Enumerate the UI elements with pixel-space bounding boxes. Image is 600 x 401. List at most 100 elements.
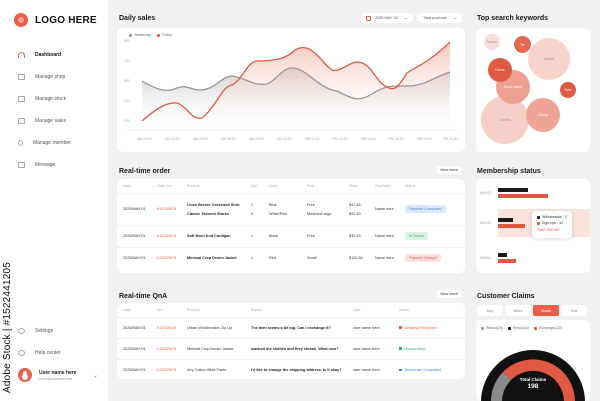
keyword-bubble[interactable]: t-shirts — [481, 96, 529, 144]
keyword-bubble[interactable]: Dress — [488, 58, 512, 82]
sidebar-item-manage-stock[interactable]: Manage stock — [18, 88, 71, 110]
keyword-bubble[interactable]: Tie — [514, 36, 531, 53]
legend-marker-icon — [507, 326, 511, 330]
signups-bar[interactable] — [498, 224, 525, 228]
sidebar-item-label: Manage stock — [35, 96, 67, 102]
column-header[interactable]: Color — [269, 183, 278, 188]
qna-user: user name here — [347, 316, 393, 338]
x-tick: PM 18:00 — [389, 137, 404, 141]
column-header[interactable]: No. — [157, 307, 163, 312]
signups-bar[interactable] — [498, 259, 516, 263]
tab-day[interactable]: Day — [477, 305, 503, 316]
qna-inquiry[interactable]: The item seems a bit big. Can I exchange… — [245, 316, 347, 338]
legend-today: Today — [156, 33, 172, 37]
qna-status: Responding — [393, 337, 465, 359]
sidebar-item-dashboard[interactable]: Dashboard — [18, 44, 71, 66]
table-row[interactable]: 2025/MAY/01 #12345678 Linen Breeze Overs… — [117, 192, 465, 225]
column-header[interactable]: Price — [349, 183, 358, 188]
column-header[interactable]: Status — [405, 183, 416, 188]
withdrawals-bar[interactable] — [498, 188, 528, 192]
withdrawals-bar[interactable] — [498, 218, 513, 222]
tab-month[interactable]: Month — [533, 305, 559, 316]
sidebar-item-label: Manage shop — [35, 74, 66, 80]
metric-filter-dropdown[interactable]: Total products ⌄ — [418, 13, 462, 23]
legend-marker-icon — [129, 33, 132, 37]
date-filter-value: 2025 MAY 25 — [375, 16, 398, 20]
tab-year[interactable]: Year — [561, 305, 587, 316]
order-price: $120.50 — [343, 246, 369, 269]
table-row[interactable]: 2025/MAY/01 #12345678 Minimal Crop Denim… — [117, 246, 465, 269]
qna-view-more-button[interactable]: View more — [436, 290, 462, 298]
legend-marker-icon — [537, 221, 540, 225]
legend-marker-icon — [481, 326, 484, 330]
tab-week[interactable]: Week — [505, 305, 531, 316]
order-number[interactable]: #12345678 — [151, 224, 181, 247]
keyword-bubble[interactable]: Jacket — [528, 38, 570, 80]
signups-bar[interactable] — [498, 194, 548, 198]
x-tick: AM 00:00 — [137, 137, 152, 141]
sidebar-item-help-center[interactable]: Help center — [18, 342, 61, 364]
column-header[interactable]: Product — [187, 307, 200, 312]
claims-gauge-card: Refund(2k) Return(1k) Exchange(130) Tota… — [476, 320, 590, 401]
table-row[interactable]: 2025/MAY/01 #12345678 Soft Wool Knit Car… — [117, 224, 465, 247]
order-number[interactable]: #12345678 — [151, 246, 181, 269]
order-color: Black — [263, 224, 301, 247]
column-header[interactable]: Product — [187, 183, 200, 188]
member-icon — [18, 140, 23, 146]
x-tick: AM 10:00 — [277, 137, 292, 141]
table-row[interactable]: 2025/MAY/01 #12345678 Airy Cotton Wide P… — [117, 358, 465, 379]
claims-period-tabs: Day Week Month Year — [477, 305, 587, 316]
qna-inquiry[interactable]: I'd like to change the shipping address.… — [245, 358, 347, 379]
date-filter-dropdown[interactable]: 2025 MAY 25 ⌄ — [361, 13, 413, 23]
order-size: Free Medium/Large — [301, 192, 343, 225]
status-dot-icon — [399, 347, 402, 350]
legend-refund: Refund(2k) — [481, 326, 503, 330]
chevron-down-icon[interactable]: ⌄ — [92, 372, 98, 379]
order-number[interactable]: #12345678 — [151, 192, 181, 225]
user-name: User name here — [39, 369, 77, 376]
sidebar-item-manage-sales[interactable]: Manage sales — [18, 110, 71, 132]
qna-number[interactable]: #12345678 — [151, 337, 181, 359]
order-status: In Transit — [399, 224, 465, 247]
qna-table: Date No. Product Inquiry User Status 202… — [117, 303, 465, 379]
order-price: $30.15 — [343, 224, 369, 247]
x-tick: AM 02:00 — [165, 137, 180, 141]
withdrawals-bar[interactable] — [498, 253, 507, 257]
qna-number[interactable]: #12345678 — [151, 358, 181, 379]
column-header[interactable]: Order No. — [157, 183, 173, 188]
keyword-bubble[interactable]: Shoes — [484, 34, 500, 50]
x-tick: PM 22:00 — [443, 137, 458, 141]
orders-view-more-button[interactable]: View more — [436, 166, 462, 174]
column-header[interactable]: Inquiry — [251, 307, 262, 312]
qna-inquiry[interactable]: washed the clothes and they shrank. What… — [245, 337, 347, 359]
column-header[interactable]: Date — [123, 183, 131, 188]
metric-filter-value: Total products — [423, 16, 447, 20]
y-tick: 300 — [124, 99, 130, 103]
column-header[interactable]: Qtn — [251, 183, 257, 188]
column-header[interactable]: User — [353, 307, 361, 312]
sidebar-item-label: Settings — [35, 328, 54, 334]
table-row[interactable]: 2025/MAY/01 #12345678 Minimal Crop Denim… — [117, 337, 465, 359]
logo[interactable]: LOGO HERE — [14, 13, 97, 27]
chart-legend: Yesterday Today — [129, 33, 172, 37]
sidebar-item-label: Message — [35, 162, 56, 168]
membership-bar-chart: MAY/03 MAY/02 MAY/01 Withdrawals : 3 Sig… — [476, 179, 590, 273]
avatar — [18, 368, 32, 382]
bar-label: MAY/02 — [480, 221, 492, 225]
keyword-bubble[interactable]: Cheap — [526, 98, 560, 132]
qna-number[interactable]: #12345678 — [151, 316, 181, 338]
sidebar-item-message[interactable]: Message — [18, 154, 71, 176]
y-tick: 700 — [124, 59, 130, 63]
column-header[interactable]: Size — [307, 183, 314, 188]
column-header[interactable]: Purchaser — [375, 183, 392, 188]
column-header[interactable]: Status — [399, 307, 410, 312]
sidebar-item-settings[interactable]: Settings — [18, 320, 61, 342]
table-row[interactable]: 2025/MAY/01 #12345678 Urban Windbreaker … — [117, 316, 465, 338]
sidebar-item-manage-member[interactable]: Manage member — [18, 132, 71, 154]
column-header[interactable]: Date — [123, 307, 131, 312]
keyword-bubble[interactable]: Sale — [560, 82, 576, 98]
user-profile[interactable]: User name here email@address.here ⌄ — [18, 368, 98, 382]
sidebar-item-manage-shop[interactable]: Manage shop — [18, 66, 71, 88]
qna-status: Response Completed — [393, 358, 465, 379]
logo-text: LOGO HERE — [35, 14, 97, 26]
